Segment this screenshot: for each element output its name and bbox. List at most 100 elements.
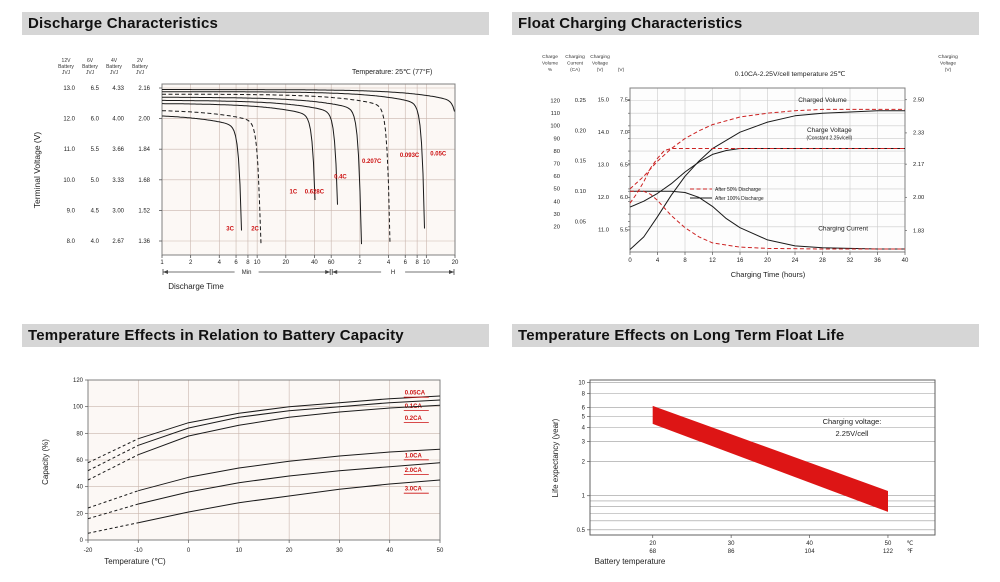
- discharge-curve-0.093C: [162, 91, 425, 229]
- y-tick-label: 6.0: [91, 117, 100, 123]
- axis-column-header: Charging: [565, 54, 585, 60]
- y-tick-label: 12.0: [598, 195, 609, 201]
- discharge-curve-3C: [162, 115, 242, 231]
- x-tick-label: 8: [683, 258, 687, 264]
- fahrenheit-unit-label: ℉: [907, 549, 913, 555]
- y-tick-label: 6.5: [91, 86, 100, 92]
- x-tick-label: 28: [819, 258, 826, 264]
- discharge-curve-2C: [162, 110, 262, 245]
- x-tick-label: 40: [311, 260, 318, 266]
- x-tick-label: 0: [187, 548, 191, 554]
- charging-voltage-annotation: Charging voltage:: [823, 417, 882, 426]
- y-tick-label: 5.5: [91, 147, 100, 153]
- curve-label: 2.0CA: [405, 468, 423, 474]
- x-tick-label: 40: [902, 258, 909, 264]
- x-tick-label: 10: [423, 260, 430, 266]
- capacity-curve-0.1CA-dashed: [87, 444, 139, 472]
- axis-column-header: JVJ: [110, 70, 119, 76]
- panel-header-float-charging: Float Charging Characteristics: [512, 12, 979, 35]
- x-tick-label: 20: [452, 260, 459, 266]
- capacity-curve-0.05CA: [138, 395, 441, 440]
- capacity-curve-0.05CA-dashed: [87, 438, 139, 464]
- x-tick-label: 16: [737, 258, 744, 264]
- y-tick-label: 2.16: [138, 86, 150, 92]
- curve-label: 1.0CA: [405, 453, 423, 459]
- temperature-capacity-chart: 0 20 40 60 80 100 120 -20 -10 0 10 20 30 40 50 0.05CA 0.…: [41, 378, 444, 566]
- y-tick-label: 0.10: [575, 189, 586, 195]
- y-tick-label: 0.5: [577, 528, 586, 534]
- curve-label: 0.05C: [430, 151, 447, 157]
- y-axis-title: Life expectancy (year): [551, 418, 560, 497]
- axis-column-header: 4V: [111, 58, 118, 64]
- y-tick-label: 0.15: [575, 159, 586, 165]
- y-tick-label: 20: [554, 225, 560, 231]
- y-tick-label: 2.00: [913, 195, 924, 201]
- curve-label: 0.05CA: [405, 391, 426, 397]
- y-tick-label: 1.83: [913, 228, 924, 234]
- time-unit-span-label: H: [391, 270, 395, 276]
- axis-column-header: 2V: [137, 58, 144, 64]
- x-tick-fahrenheit: 104: [805, 549, 816, 555]
- x-tick-label: 8: [246, 260, 250, 266]
- x-tick-label: 4: [656, 258, 660, 264]
- y-tick-label: 40: [554, 199, 560, 205]
- axis-column-header: Charging: [938, 54, 958, 60]
- x-axis-title: Temperature (℃): [104, 557, 166, 566]
- panel-float-life: Temperature Effects on Long Term Float L…: [500, 312, 1000, 582]
- x-tick-label: 24: [792, 258, 799, 264]
- panel-title: Float Charging Characteristics: [518, 15, 743, 32]
- y-tick-label: 2.17: [913, 162, 924, 168]
- capacity-curve-3.0CA: [138, 479, 441, 524]
- axis-column-header: JVJ: [86, 70, 95, 76]
- axis-column-header: Voltage: [592, 61, 608, 67]
- charged-volume-50: [629, 108, 905, 190]
- annotation: Charge Voltage: [807, 127, 852, 134]
- curve-label: 0.4C: [334, 174, 347, 180]
- y-tick-label: 11.0: [598, 228, 609, 234]
- x-tick-label: 40: [386, 548, 393, 554]
- float-life-band: [652, 405, 888, 512]
- y-tick-label: 1: [582, 494, 586, 500]
- y-tick-label: 8: [582, 391, 586, 397]
- y-tick-label: 13.0: [598, 163, 609, 169]
- discharge-curve-1C: [162, 103, 316, 201]
- capacity-curve-0.2CA: [138, 404, 441, 456]
- y-tick-label: 8.0: [67, 239, 76, 245]
- x-tick-celsius: 20: [649, 541, 656, 547]
- x-tick-label: 50: [437, 548, 444, 554]
- x-tick-label: 60: [328, 260, 335, 266]
- y-tick-label: 10: [578, 380, 585, 386]
- annotation: Charged Volume: [798, 97, 847, 104]
- y-tick-label: 4: [582, 425, 586, 431]
- x-tick-label: 20: [286, 548, 293, 554]
- y-tick-label: 1.68: [138, 178, 150, 184]
- panel-title: Temperature Effects in Relation to Batte…: [28, 327, 404, 344]
- y-tick-label: 6.0: [620, 195, 628, 201]
- y-tick-label: 80: [76, 431, 83, 437]
- discharge-curve-0.628C: [162, 99, 338, 205]
- legend-label: After 50% Discharge: [715, 187, 761, 193]
- legend-label: After 100% Discharge: [715, 196, 764, 202]
- x-tick-label: 10: [236, 548, 243, 554]
- y-tick-label: 4.0: [91, 239, 100, 245]
- x-tick-label: 0: [628, 258, 632, 264]
- y-tick-label: 12.0: [63, 117, 75, 123]
- x-tick-celsius: 30: [728, 541, 735, 547]
- y-tick-label: 13.0: [63, 86, 75, 92]
- top-row: Discharge Characteristics 12V Battery JVJ 1…: [22, 12, 979, 291]
- y-tick-label: 120: [73, 378, 84, 384]
- panel-temperature-capacity: Temperature Effects in Relation to Batte…: [0, 312, 500, 582]
- x-tick-label: 30: [336, 548, 343, 554]
- y-tick-label: 30: [554, 212, 560, 218]
- x-tick-label: 4: [218, 260, 222, 266]
- x-tick-label: 6: [404, 260, 408, 266]
- y-tick-label: 14.0: [598, 130, 609, 136]
- panel-title: Discharge Characteristics: [28, 15, 219, 32]
- charging-voltage-annotation: 2.25V/cell: [836, 429, 869, 438]
- charging-condition-note: 0.10CA-2.25V/cell temperature 25℃: [735, 71, 846, 78]
- y-tick-label: 2.67: [112, 239, 124, 245]
- y-tick-label: 20: [76, 511, 83, 517]
- y-tick-label: 7.5: [620, 98, 628, 104]
- charging-current-50: [630, 190, 905, 250]
